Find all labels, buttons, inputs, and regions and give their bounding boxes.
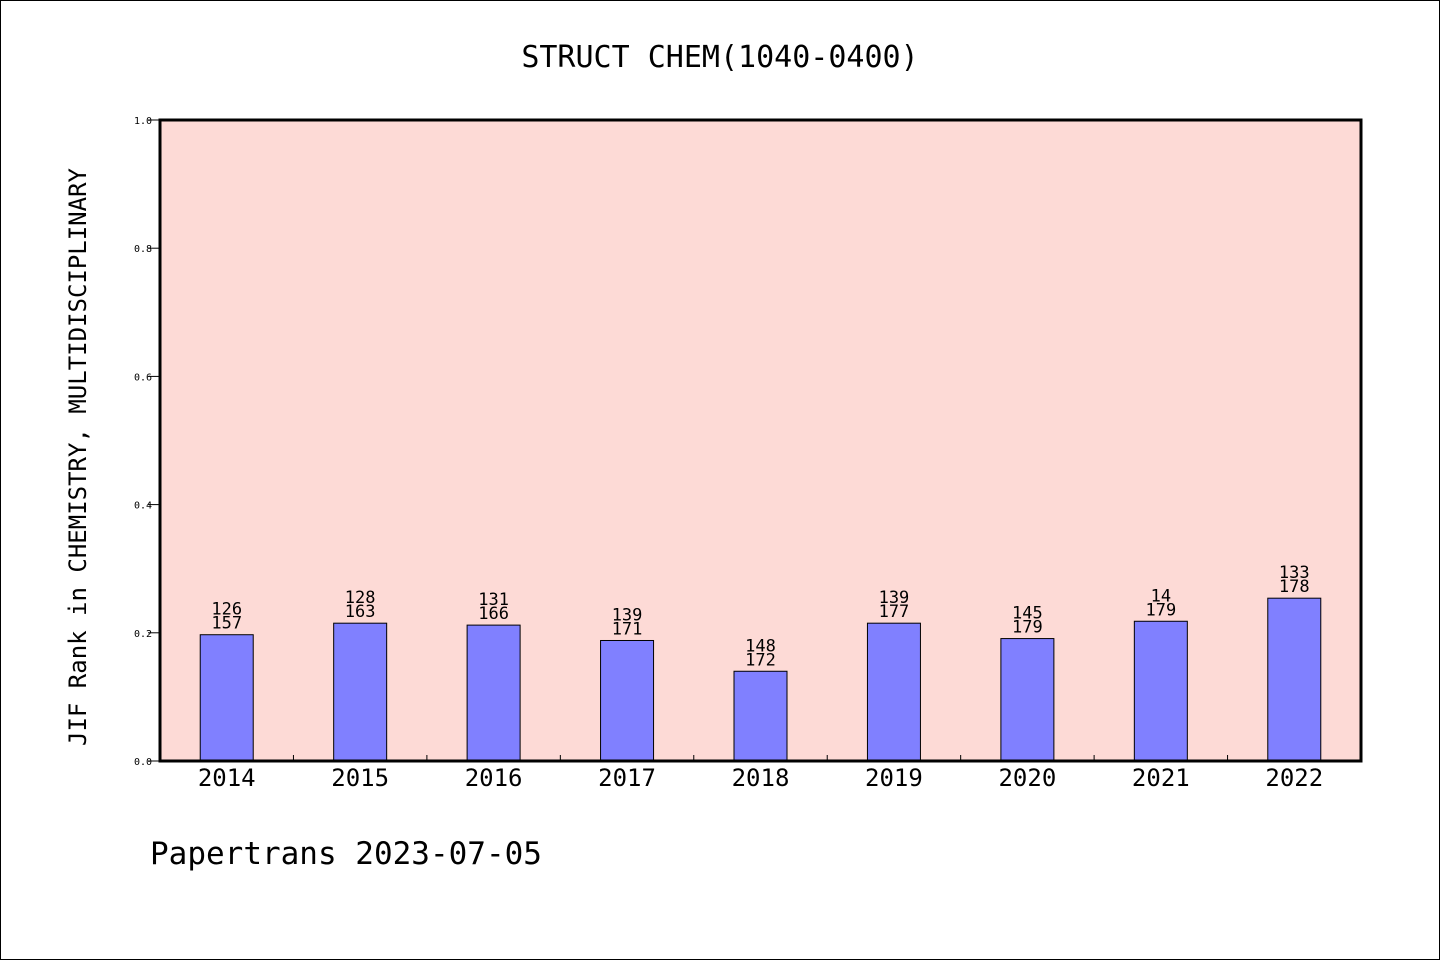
bar-label-top-2022: 133 <box>1279 563 1310 583</box>
bar-label-bottom-2016: 166 <box>478 604 509 624</box>
y-tick-label: 0.2 <box>134 629 152 640</box>
bar-2022 <box>1267 597 1322 762</box>
bar-label-top-2017: 139 <box>612 605 643 625</box>
bar-2019 <box>866 622 921 762</box>
x-tick-label-2014: 2014 <box>198 764 256 792</box>
bar-label-bottom-2018: 172 <box>745 650 776 670</box>
x-tick-label-2015: 2015 <box>331 764 389 792</box>
bar-2017 <box>600 639 655 762</box>
bar-label-top-2016: 131 <box>478 590 509 610</box>
x-tick-label-2021: 2021 <box>1132 764 1190 792</box>
x-tick-label-2016: 2016 <box>465 764 523 792</box>
bar-label-bottom-2020: 179 <box>1012 618 1043 638</box>
bar-label-top-2014: 126 <box>211 600 242 620</box>
y-tick-label: 0.4 <box>134 501 152 512</box>
y-tick-label: 0.6 <box>134 372 152 383</box>
bar-2021 <box>1133 620 1188 762</box>
y-tick-label: 0.8 <box>134 244 152 255</box>
x-tick-label-2018: 2018 <box>732 764 790 792</box>
x-tick-label-2017: 2017 <box>598 764 656 792</box>
bar-label-bottom-2017: 171 <box>612 619 643 639</box>
x-tick-label-2020: 2020 <box>998 764 1056 792</box>
x-tick-label-2019: 2019 <box>865 764 923 792</box>
bar-2020 <box>1000 638 1055 762</box>
y-axis-label: JIF Rank in CHEMISTRY, MULTIDISCIPLINARY <box>64 167 92 746</box>
y-tick-label: 0.0 <box>134 757 152 768</box>
y-tick-label: 1.0 <box>134 116 152 127</box>
bar-label-bottom-2019: 177 <box>879 602 910 622</box>
bar-label-top-2020: 145 <box>1012 604 1043 624</box>
x-tick-label-2022: 2022 <box>1265 764 1323 792</box>
axes-layer: 0.0 0.2 0.4 0.6 0.8 1.0 2014 2015 2016 2017 2018 20… <box>134 116 1323 792</box>
bar-label-bottom-2022: 178 <box>1279 577 1310 597</box>
bar-label-top-2018: 148 <box>745 636 776 656</box>
plot-border <box>158 118 1363 763</box>
bar-2015 <box>333 622 388 762</box>
bar-label-bottom-2021: 179 <box>1145 600 1176 620</box>
bar-label-top-2019: 139 <box>879 588 910 608</box>
bar-label-bottom-2015: 163 <box>345 602 376 622</box>
bar-label-top-2021: 14 <box>1151 586 1171 606</box>
bar-2018 <box>733 670 788 762</box>
chart-title: STRUCT CHEM(1040-0400) <box>521 40 918 75</box>
bar-label-bottom-2014: 157 <box>211 614 242 634</box>
bar-2016 <box>466 624 521 762</box>
bar-2014 <box>199 634 254 762</box>
bar-label-top-2015: 128 <box>345 588 376 608</box>
footer-text: Papertrans 2023-07-05 <box>150 836 542 872</box>
